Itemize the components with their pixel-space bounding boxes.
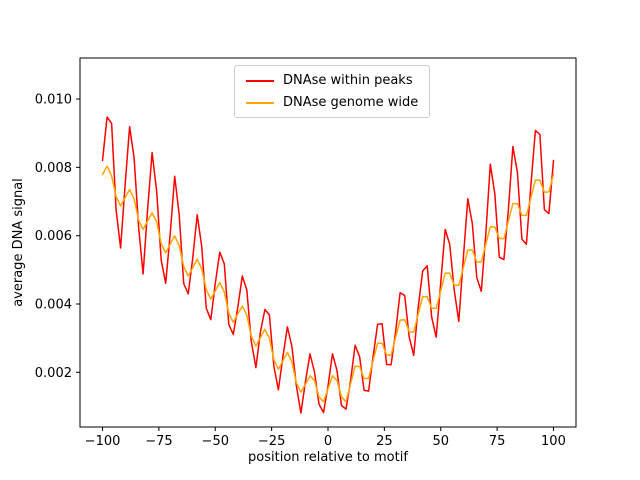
x-tick-label: 25 (376, 434, 393, 449)
x-tick-label: 100 (541, 434, 566, 449)
series-lines (101, 116, 555, 414)
red-line-swatch-icon (246, 79, 274, 82)
x-tick-label: −50 (202, 434, 229, 449)
legend-label: DNAse within peaks (283, 73, 413, 88)
x-tick-label: 50 (432, 434, 449, 449)
series-line-0 (101, 116, 555, 414)
legend-label: DNAse genome wide (283, 95, 419, 110)
y-tick-label: 0.004 (35, 298, 72, 313)
x-tick-label: 0 (324, 434, 332, 449)
x-tick-label: −75 (145, 434, 172, 449)
y-tick-label: 0.002 (35, 366, 72, 381)
x-ticks: −100 −75 −50 −25 0 25 50 75 100 (85, 427, 566, 449)
axes-frame (79, 57, 577, 428)
orange-line-swatch-icon (246, 101, 274, 104)
y-tick-label: 0.006 (35, 229, 72, 244)
y-axis-label: average DNA signal (11, 178, 26, 307)
legend-entry-within-peaks: DNAse within peaks (246, 73, 418, 88)
legend: DNAse within peaks DNAse genome wide (234, 65, 431, 118)
x-tick-label: −100 (85, 434, 121, 449)
x-tick-label: 75 (489, 434, 506, 449)
series-line-1 (101, 165, 555, 403)
x-tick-label: −25 (258, 434, 285, 449)
x-axis-label: position relative to motif (248, 450, 408, 465)
legend-entry-genome-wide: DNAse genome wide (246, 95, 418, 110)
y-tick-label: 0.008 (35, 161, 72, 176)
y-ticks: 0.002 0.004 0.006 0.008 0.010 (35, 93, 80, 381)
y-tick-label: 0.010 (35, 93, 72, 108)
